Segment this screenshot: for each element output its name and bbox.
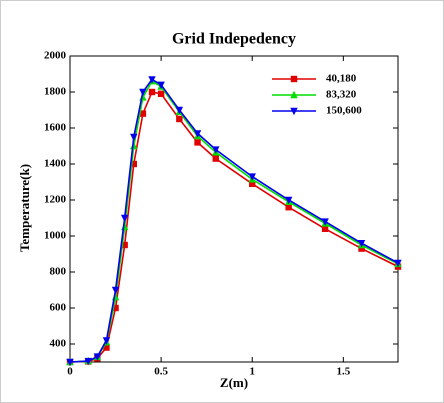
marker xyxy=(212,155,219,162)
marker xyxy=(193,130,202,138)
legend-label: 83,320 xyxy=(326,89,357,101)
y-axis-label: Temperature(k) xyxy=(17,164,32,252)
marker xyxy=(139,110,147,117)
marker xyxy=(358,245,365,252)
marker xyxy=(249,180,256,187)
x-axis-label: Z(m) xyxy=(220,375,248,390)
marker xyxy=(148,76,156,84)
marker xyxy=(139,88,147,97)
chart-title: Grid Indepedency xyxy=(172,31,296,48)
marker xyxy=(120,214,129,223)
y-tick-label: 600 xyxy=(50,302,67,314)
y-tick-label: 800 xyxy=(50,266,67,278)
marker xyxy=(321,225,329,232)
marker xyxy=(111,286,120,295)
marker xyxy=(290,75,298,83)
y-tick-label: 2000 xyxy=(44,50,67,62)
marker xyxy=(84,357,92,366)
y-tick-label: 1600 xyxy=(44,122,67,134)
marker xyxy=(248,173,256,181)
marker xyxy=(321,218,329,226)
marker xyxy=(157,90,165,97)
x-tick-label: 0.5 xyxy=(154,366,168,378)
legend-label: 150,600 xyxy=(326,105,362,117)
marker xyxy=(130,160,137,168)
marker xyxy=(130,133,138,142)
legend-label: 40,180 xyxy=(326,73,357,85)
marker xyxy=(285,204,292,211)
marker xyxy=(212,146,220,154)
y-tick-label: 1400 xyxy=(44,158,67,170)
x-tick-label: 1.5 xyxy=(336,366,350,378)
y-tick-label: 1200 xyxy=(44,194,67,206)
line xyxy=(69,78,399,363)
marker xyxy=(290,107,298,116)
y-tick-label: 1000 xyxy=(44,230,67,242)
marker xyxy=(93,353,102,361)
marker xyxy=(112,304,119,312)
marker xyxy=(66,358,74,367)
marker xyxy=(284,196,293,205)
y-tick-label: 400 xyxy=(50,338,67,350)
marker xyxy=(290,90,298,99)
marker xyxy=(157,81,165,89)
marker xyxy=(194,139,201,146)
marker xyxy=(103,344,110,351)
marker xyxy=(148,88,156,96)
marker xyxy=(176,115,183,123)
marker xyxy=(121,241,128,249)
marker xyxy=(175,106,184,115)
x-tick-label: 1 xyxy=(249,366,255,378)
y-tick-label: 1800 xyxy=(44,86,67,98)
marker xyxy=(102,337,111,345)
marker xyxy=(394,259,402,268)
x-tick-label: 0 xyxy=(67,366,73,378)
plot-area xyxy=(69,55,399,363)
marker xyxy=(357,240,366,248)
